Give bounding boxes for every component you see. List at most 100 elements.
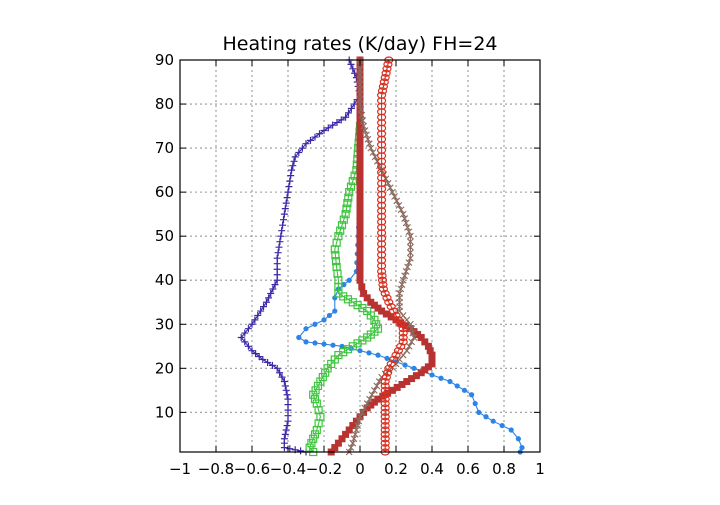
data-point-marker — [399, 276, 407, 284]
data-point-marker — [380, 439, 390, 447]
data-point-marker — [384, 364, 394, 372]
data-point-marker — [359, 117, 367, 124]
data-point-marker — [389, 188, 396, 196]
data-point-marker — [519, 444, 525, 451]
data-point-marker — [402, 362, 408, 368]
data-point-marker — [281, 430, 289, 438]
data-point-marker — [375, 352, 381, 358]
data-point-marker — [287, 172, 295, 180]
data-point-marker — [403, 316, 411, 324]
data-point-marker — [326, 312, 332, 319]
data-point-marker — [357, 348, 363, 354]
data-point-marker — [283, 194, 291, 202]
data-point-marker — [316, 377, 325, 386]
data-point-marker — [268, 361, 276, 369]
x-tick-label: 0.6 — [456, 460, 480, 478]
data-point-marker — [257, 307, 265, 315]
data-point-marker — [380, 413, 390, 421]
series-square — [305, 121, 383, 457]
data-point-marker — [330, 245, 339, 254]
data-point-marker — [389, 307, 399, 315]
data-point-marker — [383, 60, 393, 69]
data-point-marker — [356, 95, 364, 103]
data-point-marker — [323, 364, 332, 373]
x-tick-label: 1 — [535, 460, 545, 478]
data-point-marker — [393, 316, 403, 324]
data-point-marker — [241, 338, 249, 346]
data-point-marker — [291, 153, 299, 161]
data-point-marker — [369, 149, 377, 156]
data-point-marker — [309, 434, 318, 443]
data-point-marker — [310, 430, 320, 439]
data-point-marker — [361, 404, 369, 412]
data-point-marker — [296, 334, 302, 341]
data-point-marker — [338, 435, 346, 443]
data-point-marker — [515, 436, 522, 442]
data-point-marker — [398, 338, 408, 346]
data-point-marker — [267, 289, 275, 297]
data-point-marker — [483, 414, 489, 420]
data-point-marker — [333, 119, 341, 127]
x-tick-label: 0.4 — [420, 460, 444, 478]
data-point-marker — [310, 395, 320, 404]
data-point-marker — [365, 140, 373, 148]
data-point-marker — [404, 263, 411, 271]
series-group — [237, 56, 525, 457]
data-point-marker — [342, 113, 350, 121]
data-point-marker — [454, 383, 460, 389]
data-point-marker — [356, 81, 364, 88]
data-point-marker — [307, 136, 314, 144]
data-point-marker — [438, 375, 444, 381]
data-point-marker — [371, 386, 378, 394]
data-point-marker — [351, 430, 359, 438]
data-point-marker — [404, 223, 411, 231]
data-point-marker — [397, 206, 405, 214]
data-point-marker — [312, 340, 318, 346]
y-tick-label: 30 — [155, 315, 174, 333]
data-point-marker — [397, 285, 405, 293]
y-tick-label: 20 — [155, 359, 174, 377]
x-tick-label: −0.8 — [198, 460, 234, 478]
data-point-marker — [405, 342, 413, 350]
data-point-marker — [278, 227, 286, 235]
data-point-marker — [307, 439, 316, 448]
data-point-marker — [383, 369, 393, 377]
data-point-marker — [355, 417, 363, 425]
data-point-marker — [357, 106, 365, 113]
data-point-marker — [367, 144, 375, 152]
data-point-marker — [366, 395, 373, 403]
data-point-marker — [349, 439, 357, 447]
data-point-marker — [344, 109, 352, 117]
data-point-marker — [264, 358, 272, 366]
data-point-marker — [469, 392, 475, 398]
data-point-marker — [472, 400, 478, 407]
data-point-marker — [389, 355, 399, 364]
data-point-marker — [380, 391, 390, 399]
data-point-marker — [391, 193, 398, 200]
data-point-marker — [358, 111, 366, 119]
data-point-marker — [377, 267, 387, 276]
data-point-marker — [366, 350, 372, 356]
data-point-marker — [407, 243, 414, 251]
data-point-marker — [337, 116, 345, 124]
data-point-marker — [343, 199, 352, 208]
data-point-marker — [274, 249, 282, 257]
data-point-marker — [378, 82, 388, 91]
chart-title: Heating rates (K/day) FH=24 — [222, 33, 497, 55]
data-point-marker — [341, 282, 347, 288]
series-plus — [237, 56, 364, 456]
data-point-marker — [321, 368, 330, 377]
data-point-marker — [380, 404, 390, 412]
series-filled-square — [327, 56, 436, 456]
data-point-marker — [407, 254, 414, 262]
data-point-marker — [386, 184, 394, 192]
data-point-marker — [330, 342, 336, 348]
data-point-marker — [348, 177, 357, 186]
data-point-marker — [260, 303, 268, 311]
data-point-marker — [380, 74, 390, 82]
series-line — [240, 59, 361, 453]
data-point-marker — [255, 353, 263, 361]
data-point-marker — [382, 294, 392, 302]
data-point-marker — [379, 78, 389, 86]
